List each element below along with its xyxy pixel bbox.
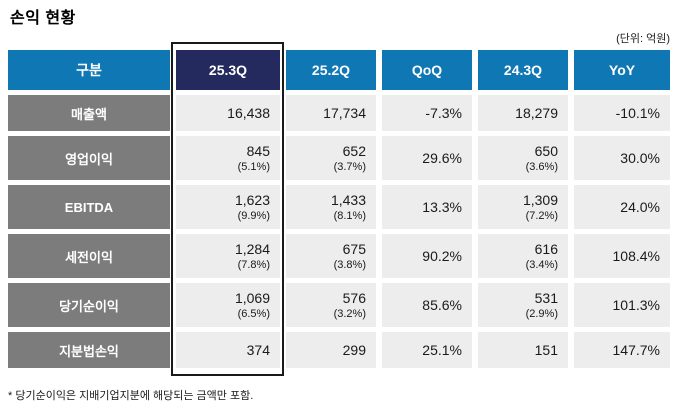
cell-value: -7.3% [425, 104, 462, 121]
value-cell: 374 [176, 332, 280, 368]
cell-value: 108.4% [612, 247, 660, 264]
cell-value: 845 [246, 142, 270, 159]
cell-value: 24.0% [620, 198, 660, 215]
footnote: * 당기순이익은 지배기업지분에 해당되는 금액만 포함. [8, 390, 254, 402]
cell-value: 30.0% [620, 149, 660, 166]
value-cell: -10.1% [574, 95, 670, 131]
value-cell: 30.0% [574, 136, 670, 180]
row-label-net-profit: 당기순이익 [8, 283, 170, 327]
cell-value: 650 [534, 142, 558, 159]
value-cell: 147.7% [574, 332, 670, 368]
cell-subvalue: (3.2%) [333, 307, 366, 320]
cell-value: 101.3% [612, 296, 660, 313]
header-cell-25-2q: 25.2Q [286, 50, 376, 90]
header-cell-25-3q: 25.3Q [176, 50, 280, 90]
value-cell: 151 [478, 332, 568, 368]
unit-note: (단위: 억원) [616, 33, 670, 45]
row-label-equity-method-income: 지분법손익 [8, 332, 170, 368]
cell-value: 652 [342, 142, 366, 159]
cell-value: 147.7% [612, 341, 660, 358]
value-cell: 1,069 (6.5%) [176, 283, 280, 327]
value-cell: 16,438 [176, 95, 280, 131]
value-cell: 1,309 (7.2%) [478, 185, 568, 229]
row-label-operating-profit: 영업이익 [8, 136, 170, 180]
cell-value: 1,069 [234, 289, 270, 306]
value-cell: 576 (3.2%) [286, 283, 376, 327]
value-cell: 25.1% [382, 332, 472, 368]
row-label-pretax-profit: 세전이익 [8, 234, 170, 278]
cell-value: 85.6% [422, 296, 462, 313]
cell-value: 675 [342, 240, 366, 257]
cell-subvalue: (3.6%) [525, 160, 558, 173]
cell-subvalue: (5.1%) [237, 160, 270, 173]
value-cell: 18,279 [478, 95, 568, 131]
cell-subvalue: (3.4%) [525, 258, 558, 271]
value-cell: 108.4% [574, 234, 670, 278]
value-cell: 1,623 (9.9%) [176, 185, 280, 229]
header-cell-24-3q: 24.3Q [478, 50, 568, 90]
cell-value: 1,284 [234, 240, 270, 257]
value-cell: 845 (5.1%) [176, 136, 280, 180]
cell-value: 1,433 [330, 191, 366, 208]
cell-subvalue: (7.8%) [237, 258, 270, 271]
cell-value: 576 [342, 289, 366, 306]
row-label-revenue: 매출액 [8, 95, 170, 131]
value-cell: 24.0% [574, 185, 670, 229]
value-cell: 85.6% [382, 283, 472, 327]
cell-value: -10.1% [615, 104, 660, 121]
cell-value: 13.3% [422, 198, 462, 215]
value-cell: 17,734 [286, 95, 376, 131]
header-cell-yoy: YoY [574, 50, 670, 90]
value-cell: 299 [286, 332, 376, 368]
cell-value: 1,309 [522, 191, 558, 208]
value-cell: 101.3% [574, 283, 670, 327]
cell-value: 1,623 [234, 191, 270, 208]
value-cell: 29.6% [382, 136, 472, 180]
value-cell: 652 (3.7%) [286, 136, 376, 180]
cell-subvalue: (9.9%) [237, 209, 270, 222]
cell-subvalue: (2.9%) [525, 307, 558, 320]
page-title: 손익 현황 [10, 10, 76, 27]
row-label-ebitda: EBITDA [8, 185, 170, 229]
cell-subvalue: (8.1%) [333, 209, 366, 222]
value-cell: 90.2% [382, 234, 472, 278]
cell-value: 17,734 [323, 104, 366, 121]
value-cell: 13.3% [382, 185, 472, 229]
value-cell: 1,433 (8.1%) [286, 185, 376, 229]
cell-value: 531 [534, 289, 558, 306]
cell-value: 18,279 [515, 104, 558, 121]
cell-value: 29.6% [422, 149, 462, 166]
value-cell: 650 (3.6%) [478, 136, 568, 180]
value-cell: 675 (3.8%) [286, 234, 376, 278]
cell-value: 374 [246, 341, 270, 358]
cell-subvalue: (7.2%) [525, 209, 558, 222]
header-cell-qoq: QoQ [382, 50, 472, 90]
cell-subvalue: (3.7%) [333, 160, 366, 173]
cell-value: 151 [534, 341, 558, 358]
cell-subvalue: (6.5%) [237, 307, 270, 320]
cell-subvalue: (3.8%) [333, 258, 366, 271]
value-cell: 531 (2.9%) [478, 283, 568, 327]
profit-loss-table: 구분 25.3Q 25.2Q QoQ 24.3Q YoY 매출액 16,438 … [8, 42, 670, 376]
cell-value: 16,438 [227, 104, 270, 121]
value-cell: 616 (3.4%) [478, 234, 568, 278]
value-cell: 1,284 (7.8%) [176, 234, 280, 278]
header-cell-category: 구분 [8, 50, 170, 90]
value-cell: -7.3% [382, 95, 472, 131]
cell-value: 90.2% [422, 247, 462, 264]
cell-value: 299 [342, 341, 366, 358]
cell-value: 616 [534, 240, 558, 257]
cell-value: 25.1% [422, 341, 462, 358]
